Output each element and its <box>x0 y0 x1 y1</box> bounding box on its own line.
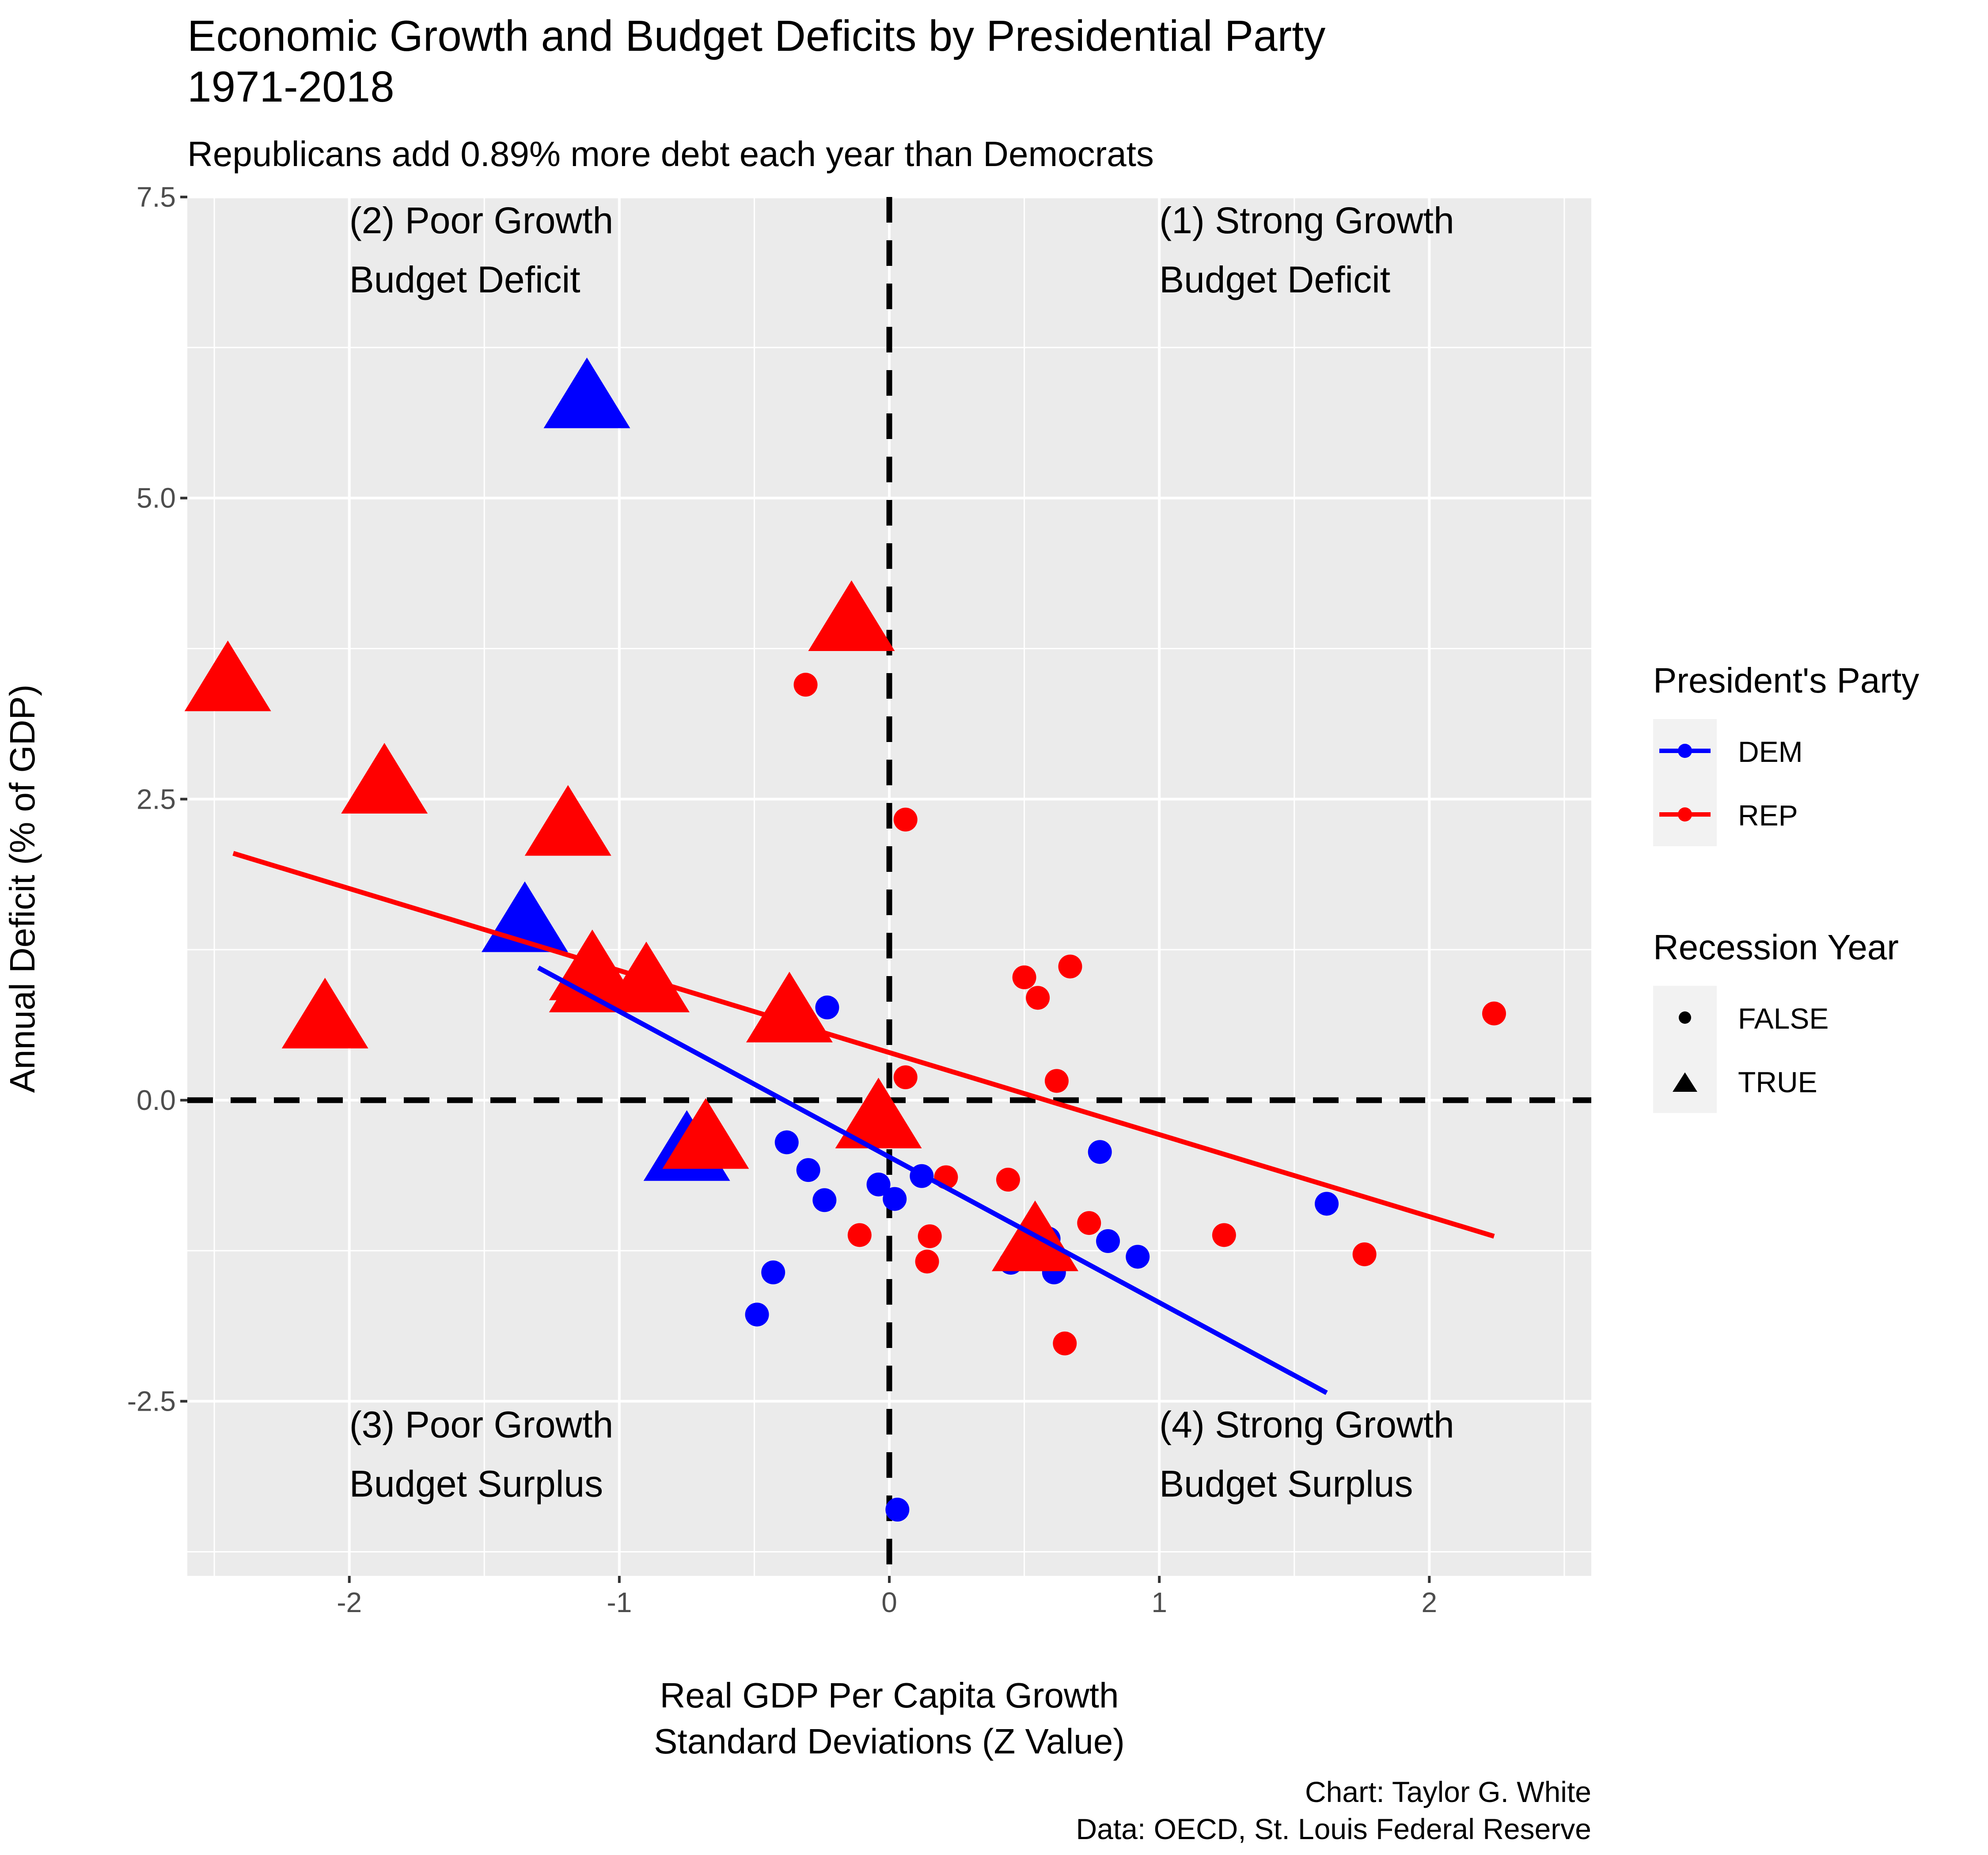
chart-title-line1: Economic Growth and Budget Deficits by P… <box>187 11 1325 60</box>
point-rep <box>1212 1223 1236 1247</box>
point-rep-recession <box>835 1078 922 1149</box>
x-tick-label: 0 <box>881 1586 897 1618</box>
quadrant-label-1-line2: Budget Deficit <box>1159 259 1390 300</box>
y-tick-label: 5.0 <box>137 482 176 514</box>
point-rep <box>1077 1211 1101 1235</box>
point-dem <box>1096 1229 1120 1253</box>
point-rep <box>893 807 918 832</box>
point-rep <box>1352 1242 1377 1266</box>
point-rep <box>847 1223 872 1247</box>
y-tick-label: 2.5 <box>137 783 176 815</box>
trend-line-rep <box>232 851 1495 1239</box>
y-tick-label: 7.5 <box>137 181 176 213</box>
quadrant-label-4-line1: (4) Strong Growth <box>1159 1404 1454 1445</box>
point-rep <box>1053 1331 1077 1355</box>
point-dem <box>761 1260 785 1284</box>
legend-dot-dem <box>1678 744 1692 758</box>
legend: President's Party DEM REP Recession Year… <box>1653 661 1919 1113</box>
quadrant-label-4-line2: Budget Surplus <box>1159 1463 1413 1504</box>
y-tick-label: -2.5 <box>127 1386 176 1417</box>
point-rep-recession <box>746 972 833 1043</box>
point-dem <box>815 996 839 1020</box>
point-rep-recession <box>281 977 368 1049</box>
point-rep <box>793 673 818 697</box>
point-rep <box>996 1167 1020 1192</box>
point-rep <box>1058 954 1082 979</box>
quadrant-label-3-line2: Budget Surplus <box>349 1463 603 1504</box>
caption-line2: Data: OECD, St. Louis Federal Reserve <box>1076 1813 1591 1845</box>
point-rep <box>915 1249 939 1274</box>
point-dem <box>812 1188 837 1212</box>
quadrant-label-2-line1: (2) Poor Growth <box>349 200 614 241</box>
quadrant-label-3-line1: (3) Poor Growth <box>349 1404 614 1445</box>
y-axis-label: Annual Deficit (% of GDP) <box>3 685 42 1093</box>
point-dem <box>885 1498 910 1522</box>
legend-circle-icon <box>1679 1011 1691 1024</box>
x-tick-label: -1 <box>607 1586 632 1618</box>
point-rep <box>1026 986 1050 1010</box>
point-dem <box>1088 1140 1112 1164</box>
point-rep <box>1044 1069 1069 1093</box>
point-dem <box>883 1187 907 1211</box>
point-dem <box>1315 1192 1339 1216</box>
legend-label-false: FALSE <box>1738 1002 1829 1035</box>
point-rep <box>1012 965 1036 989</box>
legend-recession-title: Recession Year <box>1653 928 1899 967</box>
chart-subtitle: Republicans add 0.89% more debt each yea… <box>187 134 1154 174</box>
quadrant-label-2-line2: Budget Deficit <box>349 259 580 300</box>
trend-lines <box>232 851 1495 1395</box>
legend-dot-rep <box>1678 807 1692 822</box>
data-points <box>184 357 1506 1522</box>
axes: -2 -1 0 1 2 -2.5 0.0 2.5 5.0 7.5 <box>127 181 1437 1618</box>
point-rep <box>1482 1001 1506 1026</box>
x-tick-label: 1 <box>1151 1586 1167 1618</box>
legend-triangle-icon <box>1673 1072 1697 1092</box>
point-rep <box>918 1224 942 1249</box>
point-dem <box>774 1130 799 1155</box>
trend-line-dem <box>537 965 1328 1395</box>
point-dem <box>796 1158 820 1182</box>
point-rep-recession <box>808 580 895 651</box>
legend-label-rep: REP <box>1738 799 1798 832</box>
point-dem <box>745 1302 769 1327</box>
quadrant-labels: (1) Strong Growth Budget Deficit (2) Poor … <box>349 200 1454 1505</box>
point-rep <box>893 1065 918 1090</box>
legend-party-title: President's Party <box>1653 661 1919 700</box>
caption-line1: Chart: Taylor G. White <box>1305 1776 1591 1808</box>
x-axis-label-line2: Standard Deviations (Z Value) <box>654 1722 1125 1761</box>
point-dem <box>866 1172 891 1196</box>
quadrant-label-1-line1: (1) Strong Growth <box>1159 200 1454 241</box>
x-tick-label: -2 <box>337 1586 362 1618</box>
point-rep-recession <box>524 785 611 856</box>
legend-label-dem: DEM <box>1738 735 1803 768</box>
x-tick-label: 2 <box>1422 1586 1438 1618</box>
chart-title-line2: 1971-2018 <box>187 62 395 111</box>
point-dem-recession <box>543 357 630 428</box>
legend-label-true: TRUE <box>1738 1066 1817 1098</box>
y-tick-label: 0.0 <box>137 1084 176 1116</box>
point-rep-recession <box>184 640 271 712</box>
point-rep-recession <box>341 743 428 814</box>
x-axis-label-line1: Real GDP Per Capita Growth <box>660 1676 1119 1715</box>
point-rep-recession <box>662 1098 749 1169</box>
point-dem <box>1126 1245 1150 1269</box>
